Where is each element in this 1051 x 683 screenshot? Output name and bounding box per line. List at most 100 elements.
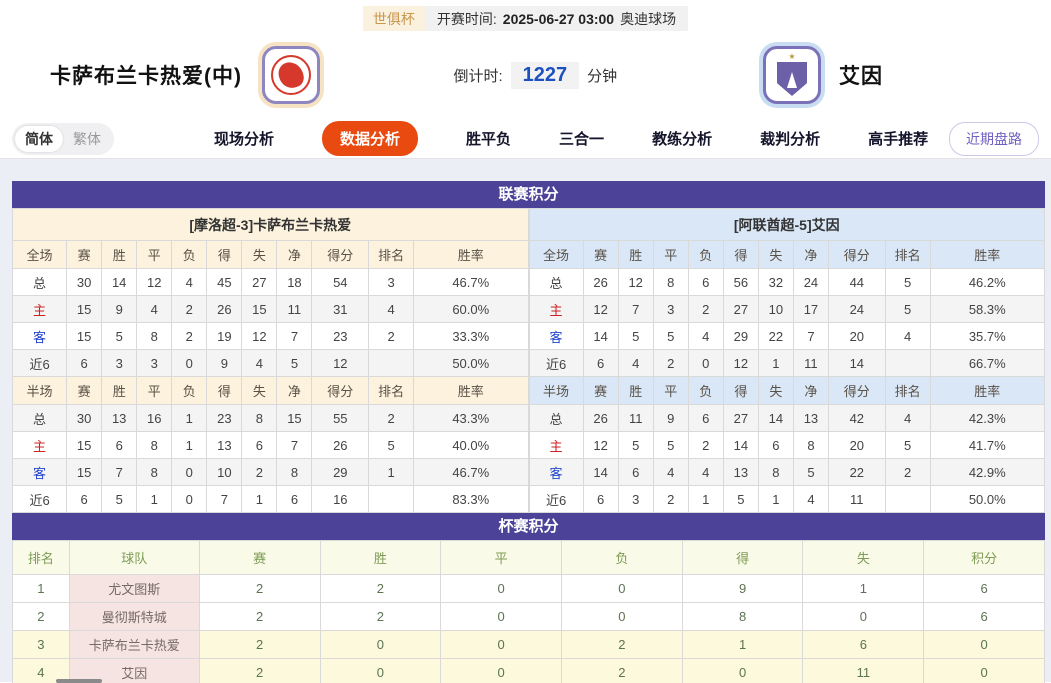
match-header: 世俱杯 开赛时间: 2025-06-27 03:00 奥迪球场 卡萨布兰卡热爱(… bbox=[0, 0, 1051, 119]
team-cell: 卡萨布兰卡热爱 bbox=[68, 630, 200, 659]
stat-cell: 8 bbox=[792, 431, 829, 459]
home-team-name: 卡萨布兰卡热爱(中) bbox=[50, 65, 242, 88]
stat-cell: 5 bbox=[368, 431, 414, 459]
table-row: 主 12 5 5 2 14 6 8 20 5 41.7% bbox=[528, 431, 1045, 459]
column-header: 净 bbox=[792, 376, 829, 405]
row-label: 主 bbox=[528, 431, 584, 459]
lang-traditional-option[interactable]: 繁体 bbox=[73, 130, 101, 147]
stat-cell: 6 bbox=[687, 268, 724, 296]
stat-cell: 41.7% bbox=[929, 431, 1045, 459]
stat-cell: 26 bbox=[582, 404, 619, 432]
table-row: 客 14 6 4 4 13 8 5 22 2 42.9% bbox=[528, 458, 1045, 486]
column-header: 失 bbox=[241, 376, 278, 405]
stat-cell: 9 bbox=[206, 349, 243, 377]
stat-cell: 5 bbox=[884, 295, 931, 323]
stat-cell: 8 bbox=[136, 458, 173, 486]
venue: 奥迪球场 bbox=[620, 10, 677, 27]
away-team-block: ★ 艾因 bbox=[763, 46, 1051, 104]
stat-cell: 32 bbox=[757, 268, 794, 296]
tab-0[interactable]: 现场分析 bbox=[214, 131, 275, 148]
stat-cell: 2 bbox=[652, 349, 689, 377]
column-header: 得分 bbox=[827, 376, 886, 405]
cup-header-row: 排名 球队赛胜平负得失积分 bbox=[12, 540, 1045, 575]
stat-cell: 1 bbox=[171, 431, 208, 459]
row-label: 总 bbox=[11, 268, 68, 296]
stat-cell: 3 bbox=[617, 485, 654, 513]
column-header: 赛 bbox=[582, 376, 619, 405]
stat-cell: 0 bbox=[560, 602, 683, 631]
stat-cell: 1 bbox=[681, 630, 804, 659]
stat-cell: 2 bbox=[687, 431, 724, 459]
stat-cell: 15 bbox=[66, 322, 103, 350]
tab-6[interactable]: 高手推荐 bbox=[868, 131, 929, 148]
horizontal-scrollbar-thumb[interactable] bbox=[56, 679, 102, 683]
stat-cell: 6 bbox=[276, 485, 313, 513]
analysis-tabs: 现场分析 数据分析 胜平负 三合一 教练分析 裁判分析 高手推荐 bbox=[214, 121, 928, 156]
lang-simplified-option[interactable]: 简体 bbox=[15, 125, 63, 152]
row-label: 主 bbox=[528, 295, 584, 323]
stat-cell: 2 bbox=[560, 630, 683, 659]
stat-cell: 6 bbox=[582, 349, 619, 377]
column-header: 排名 bbox=[884, 240, 931, 269]
stat-cell: 15 bbox=[66, 295, 103, 323]
stat-cell: 3 bbox=[368, 268, 414, 296]
stat-cell: 14 bbox=[757, 404, 794, 432]
stat-cell: 4 bbox=[792, 485, 829, 513]
stat-cell: 12 bbox=[582, 295, 619, 323]
league-badge: 世俱杯 bbox=[362, 6, 425, 31]
stat-cell: 2 bbox=[319, 602, 442, 631]
column-header: 胜 bbox=[319, 540, 442, 575]
column-header: 胜 bbox=[101, 240, 138, 269]
column-header: 平 bbox=[652, 240, 689, 269]
language-toggle[interactable]: 简体 繁体 bbox=[12, 122, 114, 155]
tab-4[interactable]: 教练分析 bbox=[652, 131, 713, 148]
stat-cell: 2 bbox=[171, 322, 208, 350]
column-header: 排名 bbox=[368, 240, 414, 269]
full-header-row: 全场赛胜平负得失净得分 排名 胜率 bbox=[528, 240, 1045, 269]
league-subtitle: [摩洛超-3]卡萨布兰卡热爱 bbox=[12, 208, 529, 241]
countdown-label: 倒计时: bbox=[453, 67, 503, 85]
stat-cell bbox=[884, 485, 931, 513]
stat-cell: 35.7% bbox=[929, 322, 1045, 350]
league-tables: [摩洛超-3]卡萨布兰卡热爱 全场赛胜平负得失净得分 排名 胜率总 30 14 12 4 45 2… bbox=[11, 208, 1045, 513]
stat-cell: 7 bbox=[276, 431, 313, 459]
tab-5[interactable]: 裁判分析 bbox=[760, 131, 821, 148]
stat-cell: 46.2% bbox=[929, 268, 1045, 296]
stat-cell: 13 bbox=[101, 404, 138, 432]
table-row: 2 曼彻斯特城 2 2 0 0 8 0 6 bbox=[12, 602, 1045, 631]
stat-cell: 4 bbox=[136, 295, 173, 323]
tab-1[interactable]: 数据分析 bbox=[322, 121, 419, 156]
half-header-row: 半场赛胜平负得失净得分 排名 胜率 bbox=[11, 376, 529, 405]
stat-cell: 0 bbox=[440, 574, 562, 603]
stat-cell bbox=[368, 485, 414, 513]
stat-cell: 3 bbox=[136, 349, 173, 377]
column-header: 得 bbox=[681, 540, 804, 575]
stat-cell: 1 bbox=[241, 485, 278, 513]
team-cell: 艾因 bbox=[68, 658, 200, 683]
cup-table: 排名 球队赛胜平负得失积分 1 尤文图斯 2 2 0 0 9 1 6 2 曼彻斯特城 2 2 0 0 8 0 6 3 卡萨… bbox=[12, 540, 1045, 683]
stat-cell: 4 bbox=[687, 322, 724, 350]
column-header: 负 bbox=[560, 540, 683, 575]
stat-cell: 20 bbox=[827, 431, 886, 459]
tab-3[interactable]: 三合一 bbox=[559, 131, 605, 148]
row-label: 客 bbox=[11, 458, 68, 486]
stat-cell: 46.7% bbox=[413, 268, 529, 296]
stat-cell: 0 bbox=[923, 658, 1045, 683]
stat-cell: 6 bbox=[66, 349, 103, 377]
stat-cell: 2 bbox=[319, 574, 442, 603]
table-row: 客 15 5 8 2 19 12 7 23 2 33.3% bbox=[11, 322, 529, 350]
stat-cell: 5 bbox=[617, 431, 654, 459]
stat-cell: 0 bbox=[681, 658, 804, 683]
stat-cell: 44 bbox=[827, 268, 886, 296]
row-label: 客 bbox=[528, 458, 584, 486]
stat-cell: 14 bbox=[582, 458, 619, 486]
row-label: 主 bbox=[11, 431, 68, 459]
home-league-table: [摩洛超-3]卡萨布兰卡热爱 全场赛胜平负得失净得分 排名 胜率总 30 14 12 4 45 2… bbox=[11, 208, 529, 513]
table-row: 近6 6 4 2 0 12 1 11 14 66.7% bbox=[528, 349, 1045, 377]
stat-cell: 6 bbox=[241, 431, 278, 459]
stat-cell: 45 bbox=[206, 268, 243, 296]
stat-cell: 10 bbox=[757, 295, 794, 323]
recent-odds-button[interactable]: 近期盘路 bbox=[949, 121, 1039, 156]
tab-2[interactable]: 胜平负 bbox=[466, 131, 512, 148]
column-header: 负 bbox=[687, 240, 724, 269]
